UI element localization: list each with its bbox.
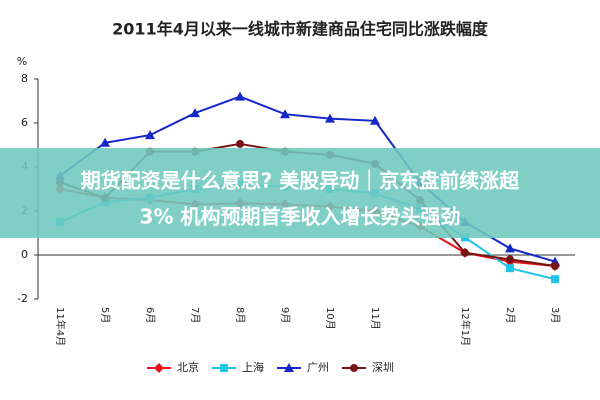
legend-marker: [220, 364, 228, 372]
data-point: [236, 139, 244, 148]
data-point: [461, 248, 469, 257]
data-point: [190, 108, 200, 118]
overlay-text: 期货配资是什么意思? 美股异动｜京东盘前续涨超: [81, 169, 521, 193]
x-tick-label: 5月: [99, 307, 111, 323]
x-tick-label: 11年4月: [54, 307, 67, 346]
data-point: [506, 264, 514, 273]
data-point: [551, 275, 559, 284]
x-tick-label: 11月: [369, 307, 381, 330]
legend-label: 上海: [242, 360, 264, 374]
x-tick-label: 7月: [189, 307, 201, 323]
data-point: [370, 115, 380, 125]
x-tick-label: 6月: [144, 307, 156, 323]
x-tick-label: 3月: [549, 307, 561, 323]
x-tick-label: 2月: [504, 307, 516, 323]
legend-marker: [350, 364, 358, 372]
legend-marker: [284, 363, 294, 372]
y-tick-label: -2: [17, 292, 28, 305]
y-tick-label: 6: [21, 116, 28, 129]
legend-label: 广州: [307, 361, 329, 374]
y-tick-label: 0: [21, 248, 28, 261]
x-tick-label: 12年1月: [459, 307, 472, 346]
data-point: [325, 113, 335, 123]
x-tick-label: 8月: [234, 307, 246, 323]
data-point: [280, 109, 290, 119]
legend-label: 北京: [177, 360, 199, 374]
x-tick-label: 10月: [324, 307, 336, 330]
legend-label: 深圳: [372, 361, 394, 374]
y-tick-label: 8: [21, 72, 28, 85]
legend-marker: [154, 363, 164, 373]
data-point: [551, 262, 559, 270]
chart-title: 2011年4月以来一线城市新建商品住宅同比涨跌幅度: [112, 20, 489, 39]
overlay-text: 3% 机构预期首季收入增长势头强劲: [140, 205, 461, 229]
x-tick-label: 9月: [279, 307, 291, 323]
data-point: [506, 255, 514, 264]
data-point: [145, 130, 155, 140]
data-point: [505, 243, 515, 253]
data-point: [235, 91, 245, 101]
y-axis-label: %: [17, 55, 27, 68]
overlay-banner: [0, 148, 600, 238]
data-point: [100, 137, 110, 147]
